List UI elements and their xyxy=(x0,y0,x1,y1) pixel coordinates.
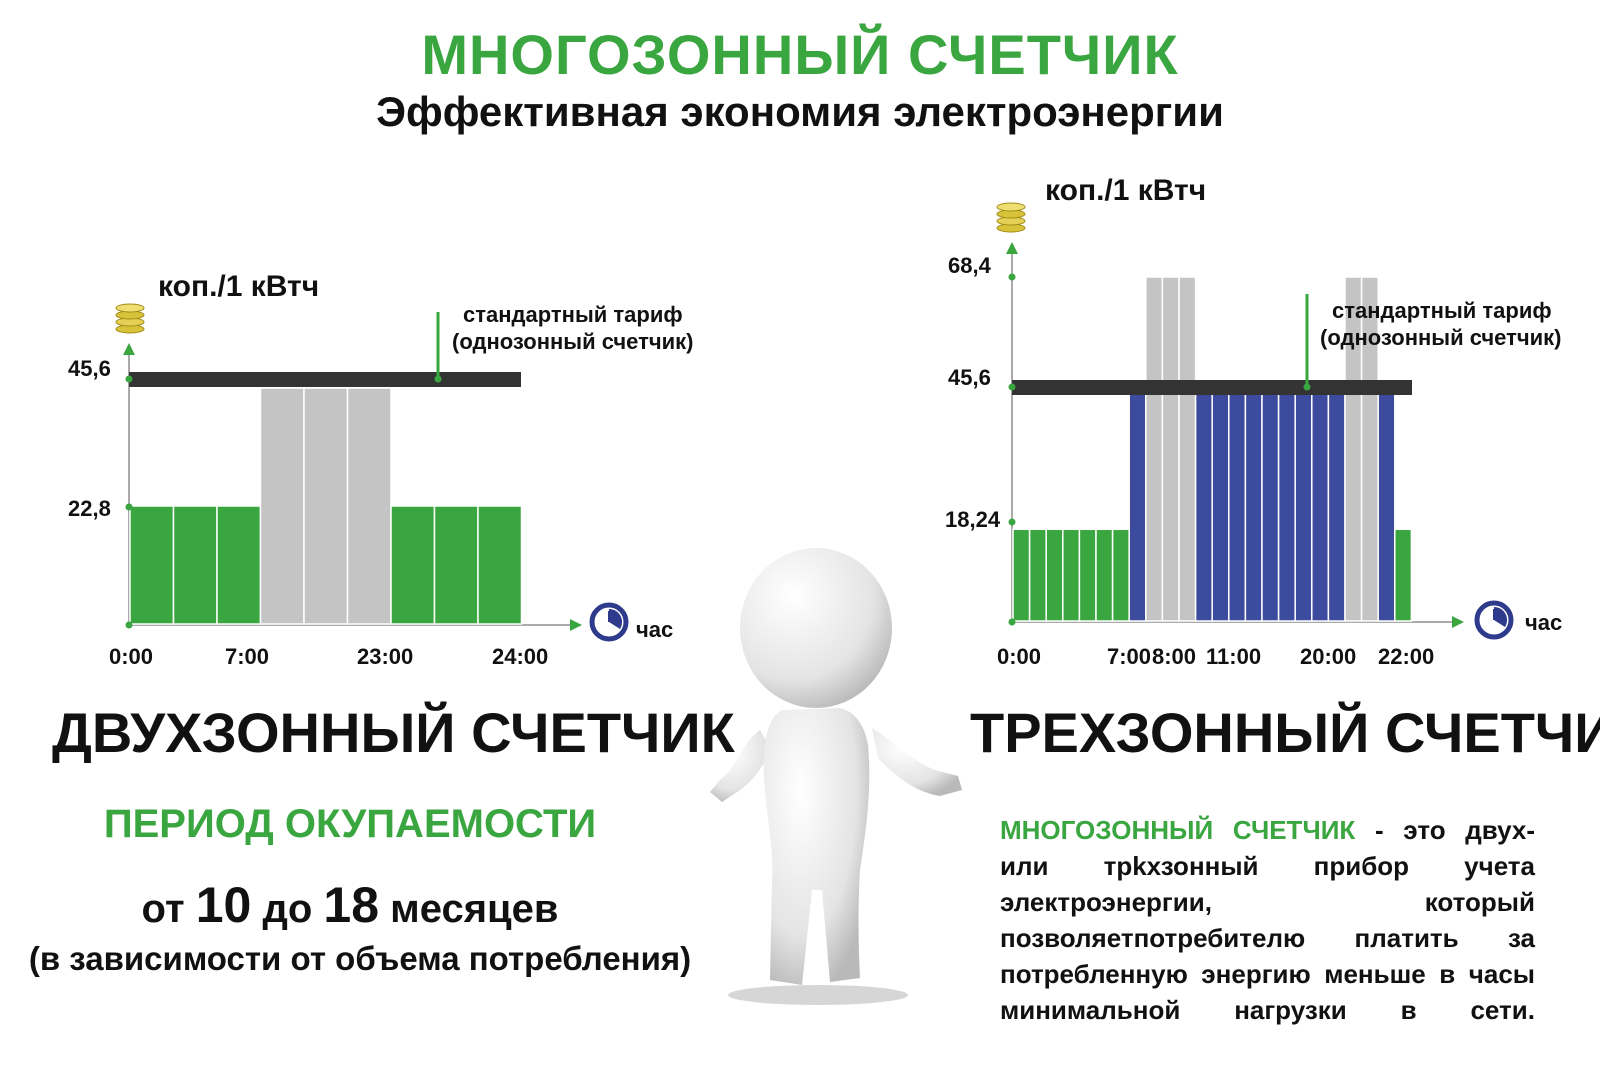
main-title: МНОГОЗОННЫЙ СЧЕТЧИК xyxy=(421,23,1179,86)
bar-gray xyxy=(346,387,392,625)
payback-range-to-value: 18 xyxy=(323,877,380,933)
bar-green xyxy=(1028,528,1047,622)
standard-tariff-pointer-dot xyxy=(434,375,442,383)
bar-green xyxy=(1394,528,1413,622)
x-tick-label: 0:00 xyxy=(109,644,153,669)
bar-gray xyxy=(1161,276,1180,622)
x-tick-label: 22:00 xyxy=(1378,644,1434,669)
x-tick-label: 11:00 xyxy=(1206,644,1261,669)
clock-icon xyxy=(589,602,629,642)
bar-green xyxy=(1062,528,1081,622)
bar-green xyxy=(477,505,523,625)
bar-green xyxy=(129,505,175,625)
bar-blue xyxy=(1228,390,1247,622)
y-tick-dot xyxy=(125,503,133,511)
y-tick-label: 22,8 xyxy=(68,496,111,521)
bar-blue xyxy=(1244,390,1263,622)
bar-gray xyxy=(1178,276,1197,622)
bar-blue xyxy=(1277,390,1296,622)
x-tick-label: 23:00 xyxy=(357,644,413,669)
clock-icon xyxy=(1474,600,1514,640)
x-axis-arrow xyxy=(1452,616,1464,628)
y-tick-dot xyxy=(1008,273,1016,281)
three-zone-heading: ТРЕХЗОННЫЙ СЧЕТЧИК xyxy=(970,701,1600,764)
x-tick-label: 20:00 xyxy=(1300,644,1356,669)
payback-range-to: до xyxy=(262,887,313,931)
x-tick-label: 7:00 xyxy=(225,644,269,669)
y-tick-label: 68,4 xyxy=(948,253,992,278)
bar-blue xyxy=(1327,390,1346,622)
y-tick-dot xyxy=(1008,383,1016,391)
chart-two-zone: коп./1 кВтч стандартный тариф (однозонны… xyxy=(68,270,694,669)
bar-gray xyxy=(1145,276,1164,622)
y-tick-label: 18,24 xyxy=(945,507,1001,532)
bar-green xyxy=(1045,528,1064,622)
x-tick-label: 0:00 xyxy=(997,644,1041,669)
payback-range-from: от xyxy=(141,887,185,931)
payback-range-unit: месяцев xyxy=(390,887,559,931)
main-subtitle: Эффективная экономия электроэнергии xyxy=(376,88,1224,135)
y-axis-arrow xyxy=(123,343,135,355)
x-axis-unit-label: час xyxy=(1525,610,1562,635)
standard-tariff-label: стандартный тариф xyxy=(1332,298,1552,323)
bar-blue xyxy=(1211,390,1230,622)
bar-green xyxy=(172,505,218,625)
bar-gray xyxy=(259,387,305,625)
bar-gray xyxy=(303,387,349,625)
y-axis-arrow xyxy=(1006,242,1018,254)
bar-green xyxy=(1012,528,1031,622)
chart-three-zone: коп./1 кВтч стандартный тариф (однозонны… xyxy=(945,174,1562,669)
coins-icon xyxy=(996,202,1026,233)
y-tick-label: 45,6 xyxy=(948,365,991,390)
bar-green xyxy=(1078,528,1097,622)
bar-blue xyxy=(1377,390,1396,622)
standard-tariff-sublabel: (однозонный счетчик) xyxy=(1320,325,1562,350)
standard-tariff-line xyxy=(1012,380,1412,395)
person-head xyxy=(740,548,892,708)
bar-green xyxy=(390,505,436,625)
two-zone-heading: ДВУХЗОННЫЙ СЧЕТЧИК xyxy=(52,701,735,764)
bar-blue xyxy=(1294,390,1313,622)
definition-text: - это двух- или трkхзонный прибор учета … xyxy=(1000,815,1536,1025)
x-tick-label: 8:00 xyxy=(1152,644,1196,669)
coins-icon xyxy=(115,303,145,334)
x-tick-dot xyxy=(125,621,133,629)
bar-green xyxy=(1111,528,1130,622)
person-figure xyxy=(710,548,962,1005)
bar-blue xyxy=(1128,390,1147,622)
x-axis-arrow xyxy=(570,619,582,631)
bars xyxy=(1012,276,1413,622)
bar-green xyxy=(216,505,262,625)
person-body xyxy=(763,708,870,985)
standard-tariff-pointer-dot xyxy=(1303,383,1311,391)
bar-green xyxy=(433,505,479,625)
bars xyxy=(129,387,523,625)
y-tick-dot xyxy=(1008,518,1016,526)
bar-blue xyxy=(1311,390,1330,622)
bar-green xyxy=(1095,528,1114,622)
x-tick-dot xyxy=(1008,618,1016,626)
y-axis-unit-label: коп./1 кВтч xyxy=(1045,174,1206,207)
x-axis-unit-label: час xyxy=(636,617,673,642)
standard-tariff-sublabel: (однозонный счетчик) xyxy=(452,329,694,354)
bar-blue xyxy=(1194,390,1213,622)
standard-tariff-label: стандартный тариф xyxy=(463,302,683,327)
payback-note: (в зависимости от объема потребления) xyxy=(28,940,692,977)
x-tick-label: 24:00 xyxy=(492,644,548,669)
y-tick-dot xyxy=(125,375,133,383)
y-tick-label: 45,6 xyxy=(68,356,111,381)
definition-paragraph: МНОГОЗОННЫЙ СЧЕТЧИК - это двух- или трkх… xyxy=(1000,812,1535,1028)
y-axis-unit-label: коп./1 кВтч xyxy=(158,270,319,303)
payback-range: от 10 до 18 месяцев xyxy=(30,876,670,934)
standard-tariff-line xyxy=(129,372,521,387)
definition-term: МНОГОЗОННЫЙ СЧЕТЧИК xyxy=(1000,815,1356,845)
x-tick-label: 7:00 xyxy=(1107,644,1151,669)
payback-title: ПЕРИОД ОКУПАЕМОСТИ xyxy=(103,802,597,846)
bar-blue xyxy=(1261,390,1280,622)
payback-range-from-value: 10 xyxy=(195,877,252,933)
